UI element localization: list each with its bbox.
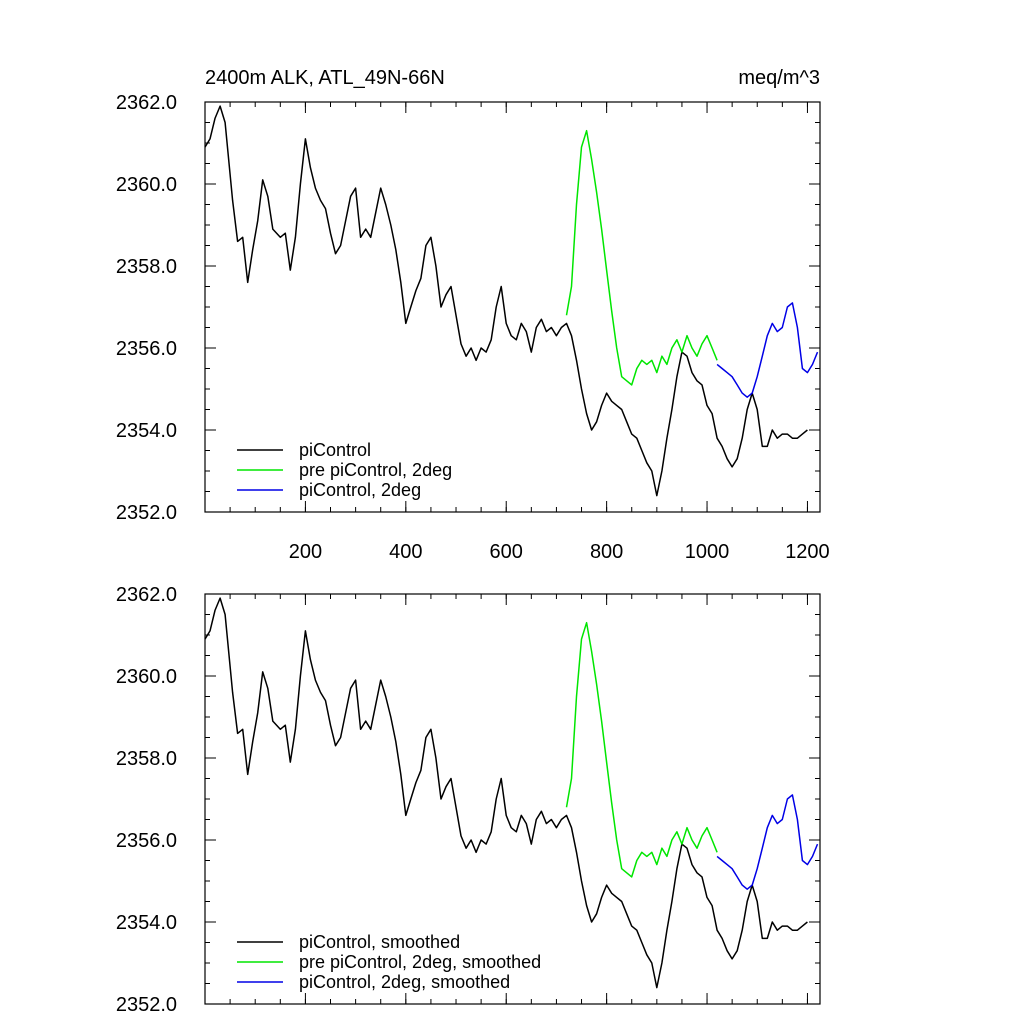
panel-2-series-line-3 [716, 794, 819, 890]
panel-2-ytick-label-3: 2358.0 [116, 748, 177, 770]
panel-1-legend-label-3: piControl, 2deg [299, 480, 421, 500]
panel-2-ytick-label-5: 2362.0 [116, 584, 177, 606]
panel-1-ytick-label-1: 2354.0 [116, 420, 177, 442]
panel-1-series-line-3 [716, 302, 819, 398]
panel-1-ytick-label-2: 2356.0 [116, 338, 177, 360]
panel-1-units: meq/m^3 [738, 67, 820, 89]
panel-2-series-line-1 [204, 597, 808, 989]
panel-1-ytick-label-4: 2360.0 [116, 174, 177, 196]
panel-2-ytick-label-2: 2356.0 [116, 830, 177, 852]
panel-1-xtick-label-5: 1200 [785, 541, 830, 563]
panel-2-series-line-2 [565, 621, 718, 878]
panel-1-ytick-label-0: 2352.0 [116, 502, 177, 524]
panel-2-plot-frame [204, 593, 821, 1005]
panel-1-plot-frame [204, 101, 821, 513]
panel-2-ytick-label-0: 2352.0 [116, 994, 177, 1016]
panel-1-xtick-label-2: 600 [490, 541, 523, 563]
panel-2-legend-label-1: piControl, smoothed [299, 932, 460, 952]
panel-1-legend-label-2: pre piControl, 2deg [299, 460, 452, 480]
panel-1-series-line-1 [204, 105, 808, 497]
panel-1-xtick-label-4: 1000 [685, 541, 730, 563]
panel-2-ytick-label-1: 2354.0 [116, 912, 177, 934]
panel-2-legend-label-2: pre piControl, 2deg, smoothed [299, 952, 541, 972]
panel-1-series-line-2 [565, 129, 718, 386]
panel-1-title: 2400m ALK, ATL_49N-66N [205, 67, 445, 89]
panel-2-legend-label-3: piControl, 2deg, smoothed [299, 972, 510, 992]
panel-1-xtick-label-1: 400 [389, 541, 422, 563]
panel-2-ytick-label-4: 2360.0 [116, 666, 177, 688]
panel-1-xtick-label-0: 200 [289, 541, 322, 563]
panel-1-legend-label-1: piControl [299, 440, 371, 460]
panel-1-ytick-label-3: 2358.0 [116, 256, 177, 278]
panel-1-xtick-label-3: 800 [590, 541, 623, 563]
panel-1-ytick-label-5: 2362.0 [116, 92, 177, 114]
